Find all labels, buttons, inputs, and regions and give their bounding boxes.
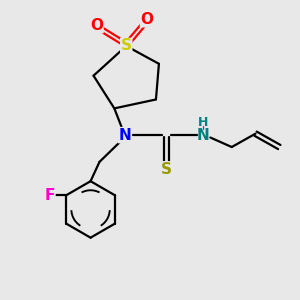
Text: S: S bbox=[161, 162, 172, 177]
Text: N: N bbox=[197, 128, 210, 142]
Text: O: O bbox=[90, 18, 103, 33]
Text: N: N bbox=[118, 128, 131, 142]
Text: H: H bbox=[198, 116, 209, 129]
Text: O: O bbox=[140, 12, 154, 27]
Text: S: S bbox=[121, 38, 132, 53]
Text: F: F bbox=[45, 188, 55, 203]
